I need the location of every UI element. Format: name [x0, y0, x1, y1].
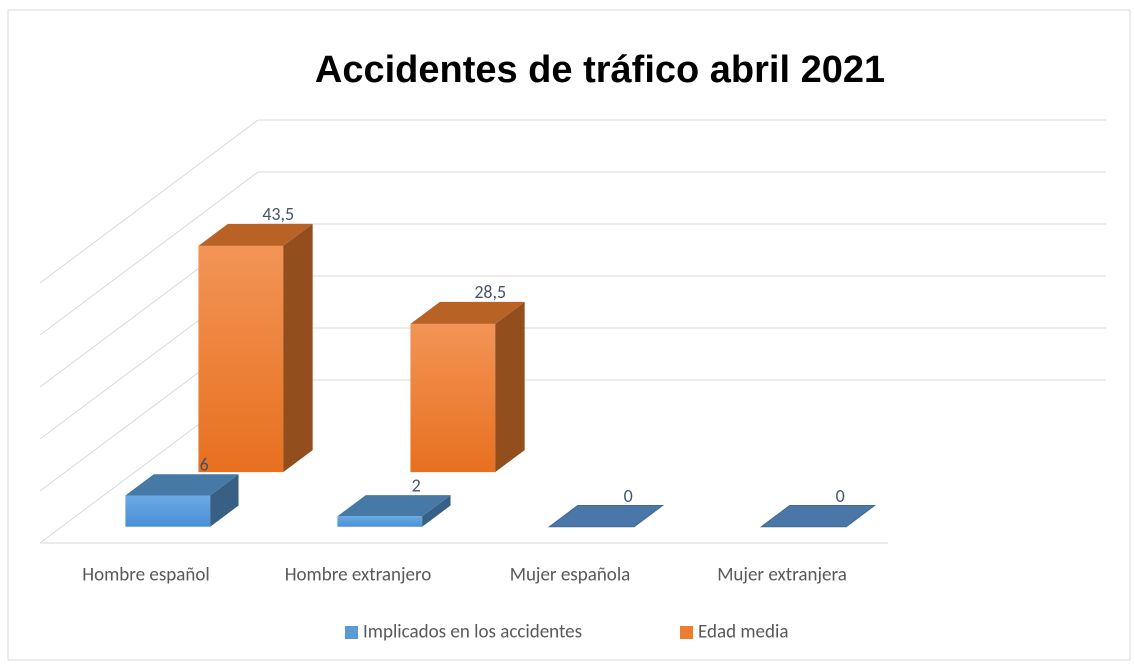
bar: [125, 474, 239, 527]
bar-side: [210, 474, 239, 527]
legend-label: Edad media: [698, 621, 788, 644]
x-tick-label: Mujer española: [510, 564, 631, 587]
bar: [547, 505, 665, 528]
chart-border: [7, 9, 1131, 661]
bar-top: [125, 474, 239, 496]
bar-top: [547, 505, 665, 528]
x-tick-label: Hombre extranjero: [285, 564, 432, 587]
data-label: 0: [624, 485, 633, 507]
data-label: 0: [836, 485, 845, 507]
bar-front: [125, 495, 211, 527]
bar-front: [337, 516, 423, 527]
legend-swatch: [680, 626, 693, 639]
legend-label: Implicados en los accidentes: [363, 621, 582, 644]
data-label: 2: [412, 474, 421, 496]
chart-title: Accidentes de tráfico abril 2021: [315, 49, 885, 91]
bar-front: [198, 245, 284, 473]
bar: [759, 505, 877, 528]
bar-top: [410, 301, 525, 324]
bar-top: [759, 505, 877, 528]
bar-side: [495, 301, 525, 473]
bar-top: [198, 223, 313, 246]
bar: [198, 223, 313, 473]
data-label: 6: [200, 454, 209, 476]
grid-line: [39, 171, 1106, 336]
grid-line: [39, 119, 1106, 284]
data-label: 43,5: [262, 203, 294, 225]
bar: [410, 301, 525, 473]
bar-top: [337, 495, 451, 517]
data-label: 28,5: [474, 281, 506, 303]
bar-side: [422, 495, 451, 527]
bar-side: [283, 223, 313, 473]
bar-front: [410, 323, 496, 473]
x-tick-label: Mujer extranjera: [717, 564, 847, 587]
bar: [337, 495, 451, 527]
x-tick-label: Hombre español: [82, 564, 209, 587]
legend-swatch: [345, 626, 358, 639]
